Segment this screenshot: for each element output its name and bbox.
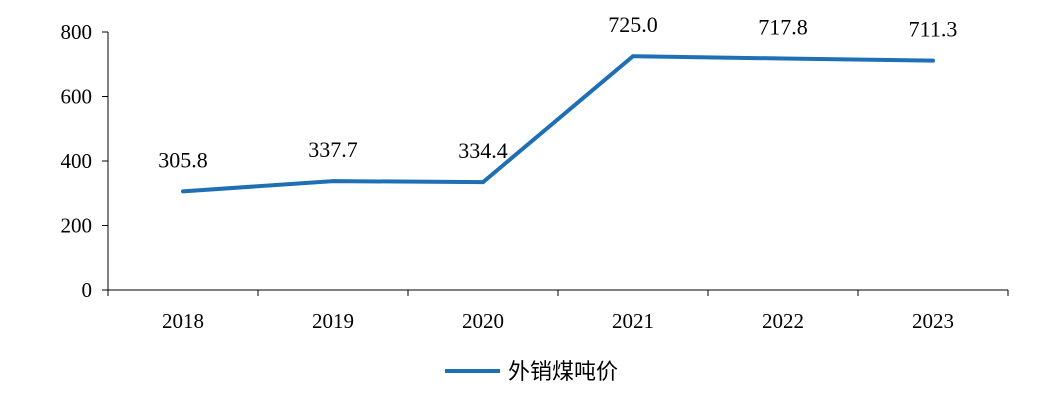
- x-tick-label: 2018: [162, 309, 204, 333]
- x-tick-label: 2021: [612, 309, 654, 333]
- y-axis-ticks: 0 200 400 600 800: [61, 20, 108, 302]
- x-tick-label: 2022: [762, 309, 804, 333]
- x-tick-label: 2020: [462, 309, 504, 333]
- y-tick-label: 600: [61, 85, 93, 109]
- y-tick-label: 800: [61, 20, 93, 44]
- data-label: 717.8: [758, 15, 808, 40]
- data-label: 337.7: [308, 137, 358, 162]
- series-group: [181, 54, 935, 194]
- x-tick-label: 2019: [312, 309, 354, 333]
- axes: [107, 32, 1008, 291]
- series-line: [181, 54, 935, 194]
- x-tick-label: 2023: [912, 309, 954, 333]
- data-label: 711.3: [909, 17, 958, 42]
- y-tick-label: 200: [61, 214, 93, 238]
- legend: 外销煤吨价: [445, 359, 618, 384]
- y-tick-label: 400: [61, 149, 93, 173]
- data-label: 725.0: [608, 12, 658, 37]
- y-tick-label: 0: [82, 278, 93, 302]
- data-labels: 305.8 337.7 334.4 725.0 717.8 711.3: [158, 12, 957, 172]
- data-label: 334.4: [458, 138, 508, 163]
- data-label: 305.8: [158, 147, 208, 172]
- x-axis-ticks: 2018 2019 2020 2021 2022 2023: [107, 290, 1009, 333]
- legend-label: 外销煤吨价: [508, 359, 618, 384]
